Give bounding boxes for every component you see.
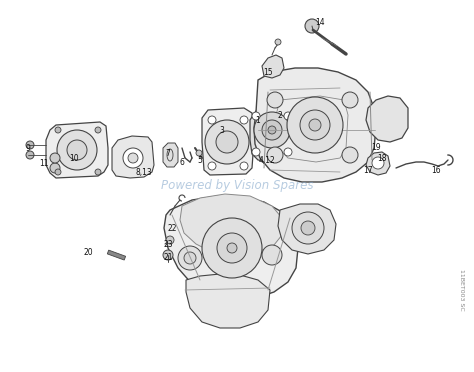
Circle shape <box>275 39 281 45</box>
Circle shape <box>205 120 249 164</box>
Circle shape <box>50 153 60 163</box>
Circle shape <box>208 162 216 170</box>
Polygon shape <box>164 196 298 300</box>
Circle shape <box>55 127 61 133</box>
Circle shape <box>202 218 262 278</box>
Circle shape <box>163 250 173 260</box>
Circle shape <box>284 148 292 156</box>
Circle shape <box>305 19 319 33</box>
Circle shape <box>26 151 34 159</box>
Polygon shape <box>46 122 108 178</box>
Circle shape <box>252 112 260 120</box>
Circle shape <box>95 169 101 175</box>
Circle shape <box>216 131 238 153</box>
Polygon shape <box>366 152 390 175</box>
Text: 11: 11 <box>39 158 49 167</box>
Circle shape <box>95 127 101 133</box>
Text: 22: 22 <box>167 224 177 232</box>
Circle shape <box>267 92 283 108</box>
Circle shape <box>262 120 282 140</box>
Polygon shape <box>202 108 254 175</box>
Text: 3: 3 <box>219 125 224 135</box>
Circle shape <box>254 112 290 148</box>
Circle shape <box>267 147 283 163</box>
Text: 4,12: 4,12 <box>259 155 275 164</box>
Text: 7: 7 <box>165 148 171 157</box>
Text: 20: 20 <box>83 247 93 257</box>
Text: 15: 15 <box>263 67 273 77</box>
Text: 9: 9 <box>26 144 30 153</box>
Text: 2: 2 <box>278 110 283 119</box>
Text: 6: 6 <box>180 157 184 167</box>
Circle shape <box>342 147 358 163</box>
Polygon shape <box>250 104 294 162</box>
Circle shape <box>292 212 324 244</box>
Text: 21: 21 <box>163 253 173 263</box>
Text: 14: 14 <box>315 17 325 26</box>
Circle shape <box>67 140 87 160</box>
Text: 17: 17 <box>363 166 373 174</box>
Polygon shape <box>262 55 284 78</box>
Circle shape <box>300 110 330 140</box>
Circle shape <box>240 116 248 124</box>
Text: 19: 19 <box>371 142 381 151</box>
Text: 10: 10 <box>69 154 79 163</box>
Circle shape <box>240 162 248 170</box>
Circle shape <box>123 148 143 168</box>
Circle shape <box>227 243 237 253</box>
Polygon shape <box>366 96 408 142</box>
Polygon shape <box>163 143 178 167</box>
Text: 16: 16 <box>431 166 441 174</box>
Polygon shape <box>254 68 376 182</box>
Circle shape <box>309 119 321 131</box>
Text: 1: 1 <box>255 115 260 125</box>
Circle shape <box>284 112 292 120</box>
Circle shape <box>262 245 282 265</box>
Circle shape <box>287 97 343 153</box>
Circle shape <box>166 236 174 244</box>
Circle shape <box>55 169 61 175</box>
Text: 8,13: 8,13 <box>136 167 152 176</box>
Text: Powered by Vision Spares: Powered by Vision Spares <box>161 179 313 192</box>
Text: 23: 23 <box>163 240 173 248</box>
Circle shape <box>252 148 260 156</box>
Circle shape <box>57 130 97 170</box>
Polygon shape <box>107 250 126 260</box>
Circle shape <box>50 163 60 173</box>
Circle shape <box>268 126 276 134</box>
Text: 11BET003 SC: 11BET003 SC <box>459 269 465 311</box>
Circle shape <box>196 150 202 156</box>
Circle shape <box>178 246 202 270</box>
Circle shape <box>128 153 138 163</box>
Text: 5: 5 <box>198 155 202 164</box>
Circle shape <box>26 141 34 149</box>
Circle shape <box>301 221 315 235</box>
Polygon shape <box>180 194 282 255</box>
Circle shape <box>184 252 196 264</box>
Circle shape <box>208 116 216 124</box>
Circle shape <box>342 92 358 108</box>
Circle shape <box>291 113 301 123</box>
Circle shape <box>217 233 247 263</box>
Text: 18: 18 <box>377 154 387 163</box>
Circle shape <box>372 157 384 169</box>
Polygon shape <box>278 204 336 254</box>
Polygon shape <box>112 136 154 178</box>
Polygon shape <box>186 274 270 328</box>
